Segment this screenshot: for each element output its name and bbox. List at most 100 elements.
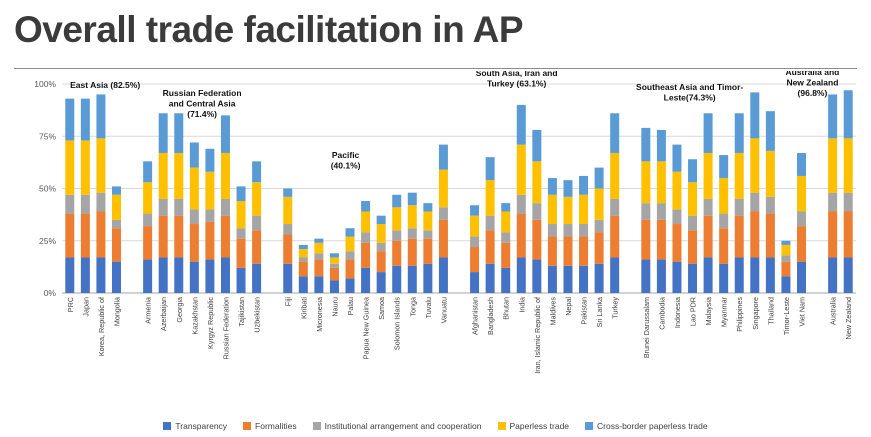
bar-segment <box>765 197 775 214</box>
bar-segment <box>283 197 293 225</box>
bar-segment <box>532 161 542 204</box>
bar-segment <box>641 220 651 260</box>
bar-segment <box>407 228 417 240</box>
bar-segment <box>703 153 713 200</box>
bar-segment <box>189 209 199 225</box>
bar-segment <box>470 272 480 294</box>
bar-segment <box>501 211 511 233</box>
bar-segment <box>485 216 495 231</box>
bar-segment <box>610 113 620 154</box>
bar-segment <box>828 211 838 258</box>
legend-swatch-icon <box>497 422 506 430</box>
bar-segment <box>594 220 604 233</box>
x-axis-category-label: Tuvalu <box>424 297 433 318</box>
x-axis-category-label: New Zealand <box>844 297 853 339</box>
bar-segment <box>345 228 355 237</box>
bar-segment <box>594 232 604 265</box>
x-axis-category-label: Fiji <box>284 297 293 307</box>
bar-segment <box>158 153 168 200</box>
bar-segment <box>438 207 448 221</box>
bar-segment <box>174 199 184 217</box>
x-axis-category-label: Samoa <box>377 297 386 320</box>
bar-segment <box>220 115 230 154</box>
bar-segment <box>158 216 168 258</box>
bar-segment <box>485 230 495 265</box>
bar-segment <box>579 266 589 294</box>
bar-segment <box>376 251 386 273</box>
bar-segment <box>579 236 589 267</box>
legend-swatch-icon <box>163 422 172 430</box>
bar-segment <box>516 195 526 214</box>
bar-segment <box>96 138 106 194</box>
bar-segment <box>345 236 355 252</box>
bar-segment <box>703 257 713 294</box>
region-annotation: (96.8%) <box>798 88 828 98</box>
bar-segment <box>189 142 199 168</box>
bar-segment <box>220 257 230 294</box>
bar-segment <box>688 216 698 231</box>
bar-segment <box>96 211 106 258</box>
x-axis-category-label: PRC <box>66 297 75 312</box>
bar-segment <box>516 213 526 258</box>
region-annotation: Russian Federation <box>163 88 242 98</box>
bar-segment <box>734 199 744 217</box>
bar-segment <box>236 228 246 240</box>
bar-segment <box>158 199 168 217</box>
bar-segment <box>361 232 371 244</box>
bar-segment <box>734 113 744 154</box>
bar-segment <box>579 176 589 196</box>
bar-segment <box>189 262 199 294</box>
bar-segment <box>719 178 729 214</box>
x-axis-category-label: Tonga <box>408 297 417 317</box>
bar-segment <box>189 224 199 263</box>
legend-item: Paperless trade <box>497 421 569 431</box>
bar-segment <box>641 128 651 162</box>
bar-segment <box>765 111 775 152</box>
bar-segment <box>734 257 744 294</box>
bar-segment <box>252 182 262 217</box>
legend-item: Institutional arrangement and cooperatio… <box>312 421 482 431</box>
x-axis-category-label: Tajikistan <box>237 297 246 327</box>
x-axis-category-label: Papua New Guinea <box>362 297 371 359</box>
bar-segment <box>470 205 480 217</box>
bar-segment <box>843 211 853 258</box>
bar-segment <box>672 145 682 173</box>
bar-segment <box>532 203 542 221</box>
bar-segment <box>407 266 417 294</box>
bar-segment <box>407 193 417 206</box>
bar-segment <box>298 262 308 277</box>
bar-segment <box>392 207 402 231</box>
x-axis-category-label: Kazakhstan <box>190 297 199 335</box>
y-axis-tick-label: 100% <box>34 79 56 89</box>
bar-segment <box>610 257 620 294</box>
bar-segment <box>485 264 495 294</box>
bar-segment <box>65 257 75 294</box>
bar-segment <box>392 266 402 294</box>
bar-segment <box>80 140 90 196</box>
bar-segment <box>252 230 262 265</box>
bar-segment <box>438 257 448 294</box>
bar-segment <box>750 211 760 258</box>
bar-segment <box>765 257 775 294</box>
region-annotation: New Zealand <box>786 78 838 88</box>
bar-segment <box>501 268 511 294</box>
x-axis-category-label: Viet Nam <box>798 297 807 326</box>
x-axis-category-label: Philippines <box>735 297 744 332</box>
bar-segment <box>158 113 168 154</box>
bar-segment <box>111 195 121 221</box>
legend-label: Transparency <box>175 421 228 431</box>
bar-segment <box>298 276 308 294</box>
region-annotation: (71.4%) <box>187 109 217 119</box>
bar-segment <box>314 253 324 260</box>
bar-segment <box>407 239 417 267</box>
bar-segment <box>719 155 729 179</box>
x-axis-category-label: Singapore <box>751 297 760 330</box>
bar-segment <box>547 266 557 294</box>
bar-segment <box>376 243 386 252</box>
x-axis-category-label: Nauru <box>330 297 339 317</box>
x-axis-category-label: Bhutan <box>502 297 511 320</box>
bar-segment <box>656 203 666 221</box>
legend-swatch-icon <box>312 422 321 430</box>
bar-segment <box>96 193 106 212</box>
